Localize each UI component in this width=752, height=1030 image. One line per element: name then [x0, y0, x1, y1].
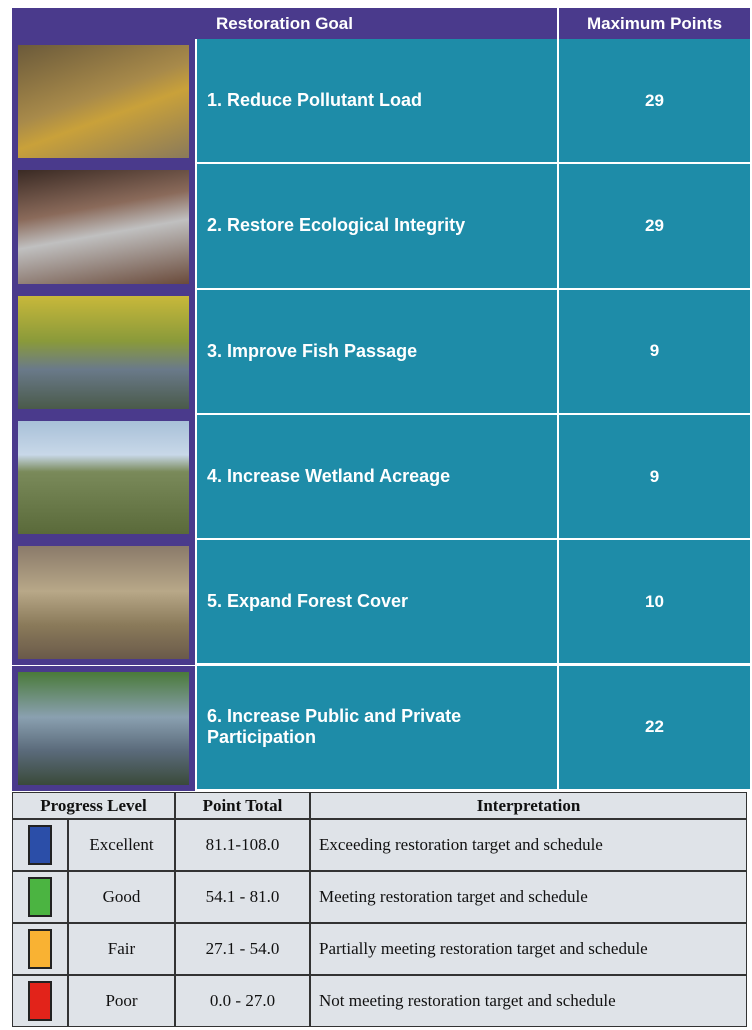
range-cell: 27.1 - 54.0 [175, 923, 310, 975]
header-cell: Point Total [175, 792, 310, 819]
interpretation-cell: Exceeding restoration target and schedul… [310, 819, 747, 871]
swatch-cell [12, 819, 68, 871]
text: 27.1 - 54.0 [206, 939, 280, 959]
photo [12, 415, 195, 540]
level-cell: Poor [68, 975, 175, 1027]
text: 29 [645, 216, 664, 236]
text: Good [103, 887, 141, 907]
goal-cell: 4. Increase Wetland Acreage [195, 415, 557, 540]
text: 4. Increase Wetland Acreage [207, 466, 450, 487]
goal-cell: 6. Increase Public and Private Participa… [195, 666, 557, 791]
photo-image [18, 296, 189, 409]
text: 1. Reduce Pollutant Load [207, 90, 422, 111]
points-cell: 29 [557, 164, 750, 289]
level-cell: Excellent [68, 819, 175, 871]
photo-image [18, 546, 189, 659]
photo [12, 39, 195, 164]
goal-cell: 1. Reduce Pollutant Load [195, 39, 557, 164]
text: Poor [105, 991, 137, 1011]
text: 9 [650, 341, 659, 361]
photo [12, 666, 195, 791]
text: 54.1 - 81.0 [206, 887, 280, 907]
text: 5. Expand Forest Cover [207, 591, 408, 612]
range-cell: 81.1-108.0 [175, 819, 310, 871]
points-cell: 29 [557, 39, 750, 164]
color-swatch [28, 825, 52, 865]
points-cell: 9 [557, 415, 750, 540]
text: Not meeting restoration target and sched… [319, 991, 616, 1011]
photo-image [18, 45, 189, 158]
color-swatch [28, 877, 52, 917]
header-cell: Progress Level [12, 792, 175, 819]
photo-image [18, 421, 189, 534]
text: Fair [108, 939, 135, 959]
text: Point Total [203, 796, 283, 816]
text: 2. Restore Ecological Integrity [207, 215, 465, 236]
text: Excellent [89, 835, 153, 855]
photo [12, 540, 195, 665]
points-cell: 22 [557, 666, 750, 791]
goal-cell: 2. Restore Ecological Integrity [195, 164, 557, 289]
text: 6. Increase Public and Private Participa… [207, 706, 547, 748]
goal-cell: 5. Expand Forest Cover [195, 540, 557, 665]
text: 10 [645, 592, 664, 612]
photo [12, 290, 195, 415]
goal-cell: 3. Improve Fish Passage [195, 290, 557, 415]
text: Interpretation [477, 796, 581, 816]
interpretation-cell: Partially meeting restoration target and… [310, 923, 747, 975]
header-cell: Restoration Goal [12, 8, 557, 39]
range-cell: 54.1 - 81.0 [175, 871, 310, 923]
text: 3. Improve Fish Passage [207, 341, 417, 362]
interpretation-cell: Meeting restoration target and schedule [310, 871, 747, 923]
level-cell: Fair [68, 923, 175, 975]
text: Progress Level [40, 796, 147, 816]
color-swatch [28, 981, 52, 1021]
text: 22 [645, 717, 664, 737]
color-swatch [28, 929, 52, 969]
text: Exceeding restoration target and schedul… [319, 835, 603, 855]
swatch-cell [12, 923, 68, 975]
text: 0.0 - 27.0 [210, 991, 275, 1011]
range-cell: 0.0 - 27.0 [175, 975, 310, 1027]
text: Partially meeting restoration target and… [319, 939, 648, 959]
swatch-cell [12, 871, 68, 923]
page: Restoration Goal Maximum Points 1. Reduce … [0, 0, 752, 1030]
interpretation-cell: Not meeting restoration target and sched… [310, 975, 747, 1027]
text: Meeting restoration target and schedule [319, 887, 588, 907]
text: 81.1-108.0 [206, 835, 280, 855]
header-cell: Interpretation [310, 792, 747, 819]
photo-image [18, 672, 189, 785]
photo [12, 164, 195, 289]
text: Restoration Goal [216, 14, 353, 34]
level-cell: Good [68, 871, 175, 923]
text: Maximum Points [587, 14, 722, 34]
text: 9 [650, 467, 659, 487]
header-cell: Maximum Points [557, 8, 750, 39]
text: 29 [645, 91, 664, 111]
photo-image [18, 170, 189, 283]
swatch-cell [12, 975, 68, 1027]
points-cell: 10 [557, 540, 750, 665]
points-cell: 9 [557, 290, 750, 415]
